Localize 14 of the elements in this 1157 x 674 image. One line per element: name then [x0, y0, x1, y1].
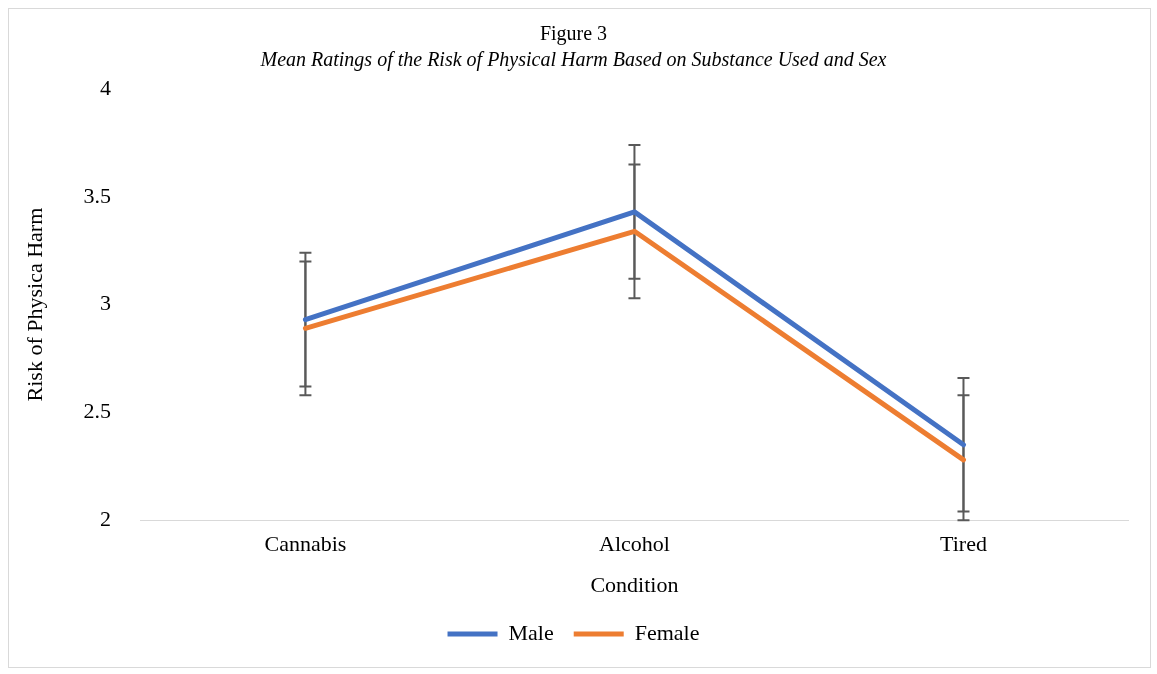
x-tick-label: Tired — [940, 531, 987, 557]
y-tick-label: 3.5 — [83, 182, 111, 208]
x-axis-title: Condition — [590, 571, 679, 597]
chart-title: Figure 3 — [539, 22, 608, 46]
y-tick-label: 2 — [99, 505, 111, 531]
x-tick-label: Alcohol — [599, 531, 670, 557]
x-tick-label: Cannabis — [264, 531, 347, 557]
legend-label: Female — [634, 619, 700, 645]
y-tick-label: 2.5 — [83, 398, 111, 424]
y-tick-label: 3 — [99, 290, 111, 316]
legend-label: Male — [508, 619, 554, 645]
chart-subtitle: Mean Ratings of the Risk of Physical Harm Based on Substance Used and Sex — [259, 48, 887, 72]
y-axis-title: Risk of Physica Harm — [21, 207, 47, 402]
y-tick-label: 4 — [99, 74, 111, 100]
